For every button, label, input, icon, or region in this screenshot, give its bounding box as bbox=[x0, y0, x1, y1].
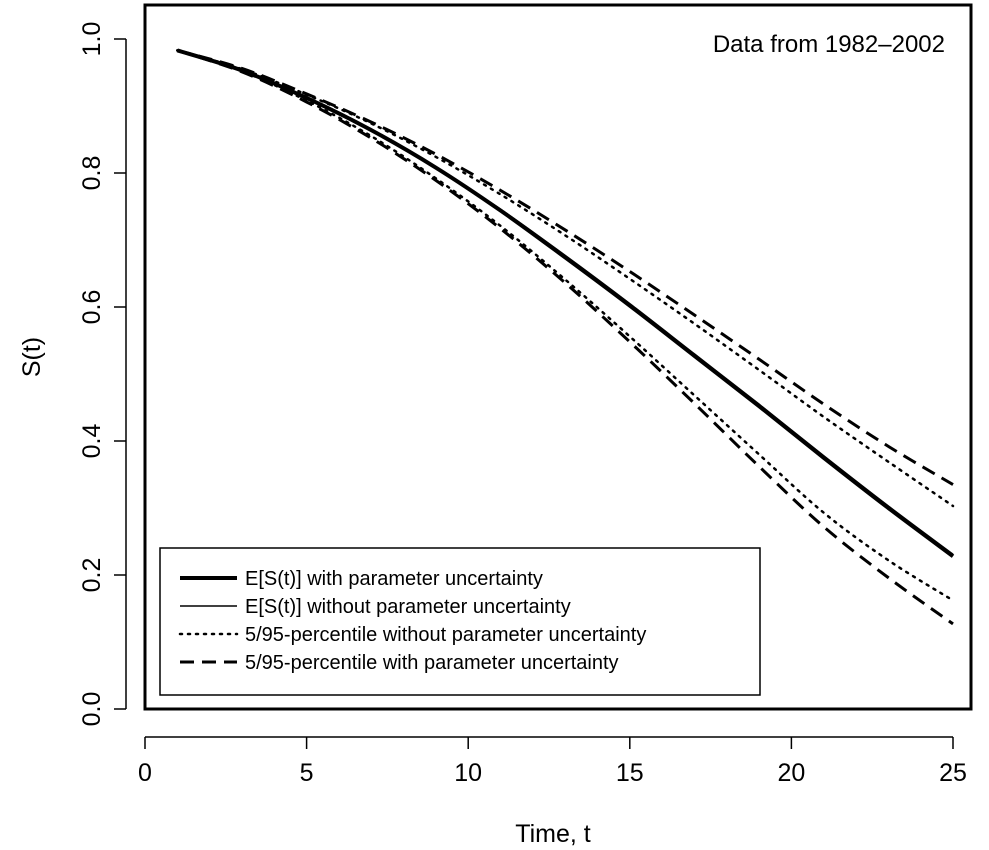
chart-annotation: Data from 1982–2002 bbox=[713, 31, 945, 58]
y-axis-label: S(t) bbox=[18, 337, 46, 377]
x-tick-label: 0 bbox=[138, 759, 152, 787]
x-tick-label: 15 bbox=[616, 759, 644, 787]
x-tick-label: 10 bbox=[454, 759, 482, 787]
plot-frame bbox=[143, 3, 973, 711]
x-tick-label: 25 bbox=[939, 759, 967, 787]
axis-layer: 0 5 10 15 20 25 0.0 0.2 0.4 0.6 0.8 1.0 bbox=[78, 22, 967, 787]
y-tick-label: 0.8 bbox=[78, 156, 106, 191]
x-axis-label: Time, t bbox=[515, 820, 591, 848]
x-tick-label: 5 bbox=[300, 759, 314, 787]
series-layer bbox=[176, 48, 955, 626]
y-tick-label: 0.0 bbox=[78, 692, 106, 727]
series-line-0 bbox=[176, 48, 955, 558]
y-tick-label: 0.4 bbox=[78, 424, 106, 459]
legend-label-series-3: 5/95-percentile with parameter uncertain… bbox=[245, 652, 619, 674]
series-line-2-upper bbox=[176, 49, 955, 508]
y-tick-label: 1.0 bbox=[78, 22, 106, 57]
x-tick-label: 20 bbox=[777, 759, 805, 787]
legend-box bbox=[159, 547, 761, 696]
legend: E[S(t)] with parameter uncertainty E[S(t… bbox=[159, 547, 761, 696]
series-line-3-lower bbox=[176, 48, 954, 626]
series-line-2-lower bbox=[176, 49, 955, 602]
series-line-1 bbox=[177, 49, 954, 555]
series-line-3-upper bbox=[176, 48, 954, 486]
legend-label-series-2: 5/95-percentile without parameter uncert… bbox=[245, 624, 646, 646]
legend-label-series-0: E[S(t)] with parameter uncertainty bbox=[245, 568, 543, 590]
legend-label-series-1: E[S(t)] without parameter uncertainty bbox=[245, 596, 571, 618]
y-tick-label: 0.6 bbox=[78, 290, 106, 325]
y-tick-label: 0.2 bbox=[78, 558, 106, 593]
